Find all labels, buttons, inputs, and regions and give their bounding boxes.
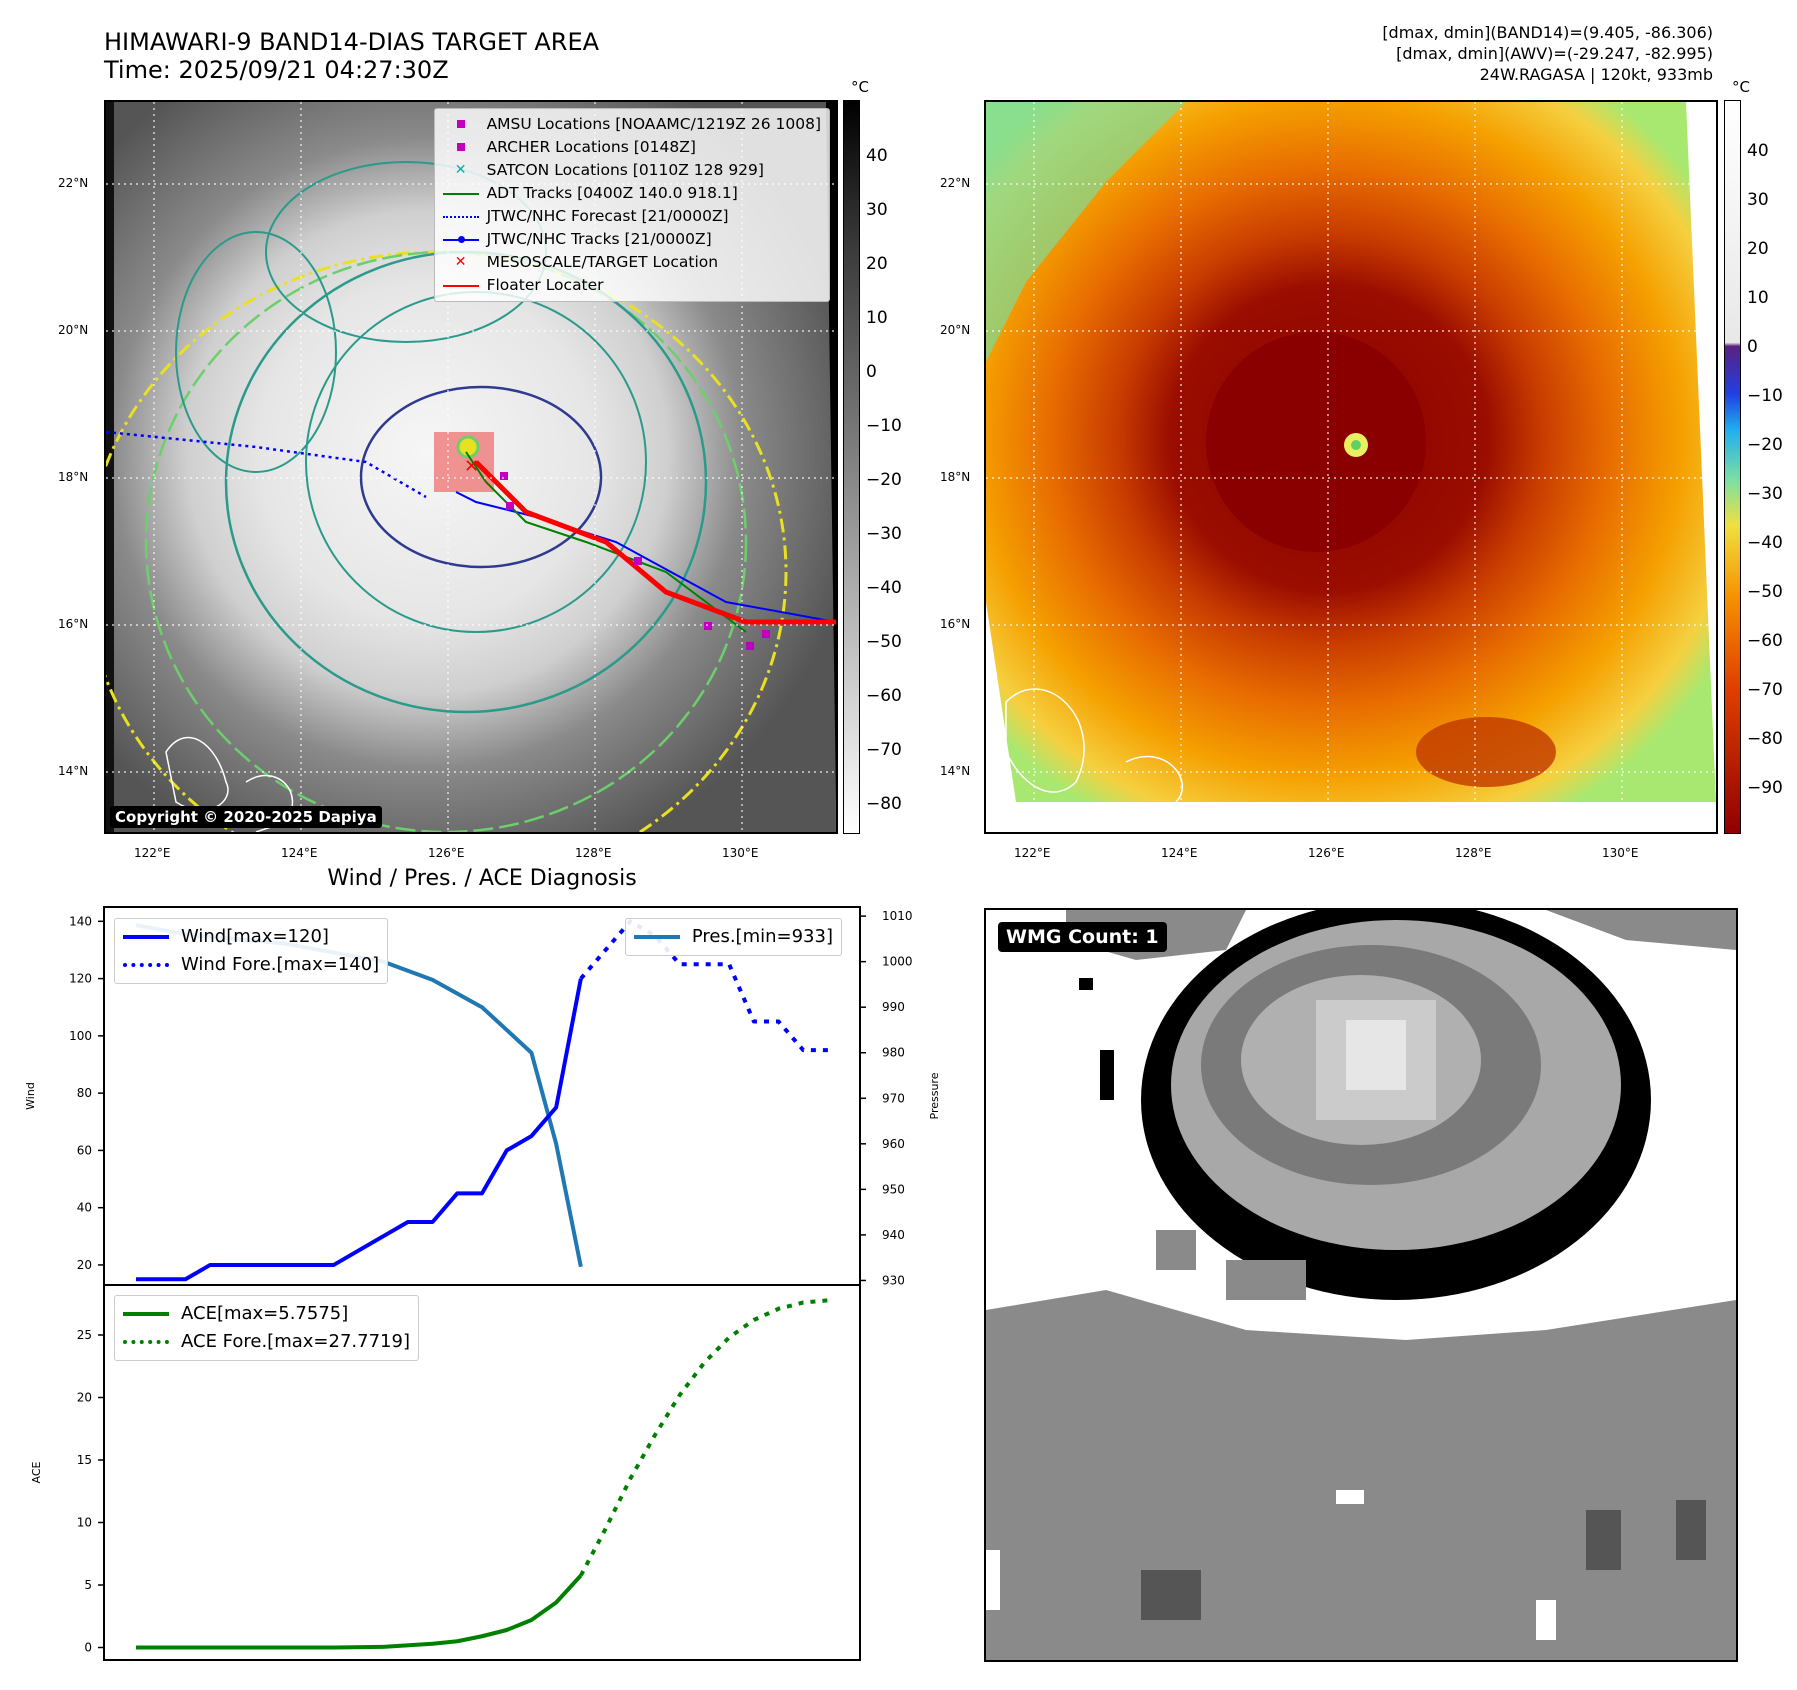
ace-ytick-label: 10 bbox=[77, 1516, 92, 1530]
wind-legend: Wind[max=120] Wind Fore.[max=140] bbox=[114, 918, 389, 984]
ace-axes-frame bbox=[103, 1284, 861, 1661]
lon-tick: 130°E bbox=[1602, 846, 1639, 860]
ace-ytick-label: 0 bbox=[84, 1641, 92, 1655]
pressure-ytick-label: 940 bbox=[882, 1228, 905, 1242]
svg-text:✕: ✕ bbox=[464, 456, 479, 477]
lat-tick: 16°N bbox=[58, 617, 89, 631]
ace-ytick-label: 20 bbox=[77, 1391, 92, 1405]
title-line-1: HIMAWARI-9 BAND14-DIAS TARGET AREA bbox=[104, 28, 600, 56]
map-legend: AMSU Locations [NOAAMC/1219Z 26 1008] AR… bbox=[433, 108, 830, 302]
pressure-ytick-label: 1010 bbox=[882, 909, 913, 923]
lon-tick: 126°E bbox=[428, 846, 465, 860]
ace-line bbox=[136, 1574, 583, 1650]
band14-range: [dmax, dmin](BAND14)=(9.405, -86.306) bbox=[1382, 23, 1713, 42]
pressure-ytick-label: 990 bbox=[882, 1000, 905, 1014]
lat-tick: 20°N bbox=[940, 323, 971, 337]
lon-tick: 128°E bbox=[1455, 846, 1492, 860]
awv-range: [dmax, dmin](AWV)=(-29.247, -82.995) bbox=[1396, 44, 1713, 63]
legend-adt: ADT Tracks [0400Z 140.0 918.1] bbox=[442, 182, 821, 205]
legend-pressure: Pres.[min=933] bbox=[633, 923, 833, 951]
ace-axis-label: ACE bbox=[30, 1461, 43, 1483]
lat-tick: 14°N bbox=[58, 764, 89, 778]
diagnosis-chart: 2040608010012014093094095096097098099010… bbox=[24, 906, 941, 1661]
legend-ace-forecast: ACE Fore.[max=27.7719] bbox=[123, 1328, 410, 1356]
lon-tick: 124°E bbox=[1161, 846, 1198, 860]
figure-right-info: [dmax, dmin](BAND14)=(9.405, -86.306) [d… bbox=[1382, 22, 1713, 85]
wmg-panel: WMG Count: 1 bbox=[984, 908, 1738, 1662]
ace-legend: ACE[max=5.7575] ACE Fore.[max=27.7719] bbox=[114, 1295, 419, 1361]
pressure-ytick-label: 980 bbox=[882, 1046, 905, 1060]
pressure-axis-label: Pressure bbox=[928, 1072, 941, 1119]
lon-tick: 124°E bbox=[281, 846, 318, 860]
legend-satcon: ✕ SATCON Locations [0110Z 128 929] bbox=[454, 161, 764, 179]
ace-forecast-line bbox=[579, 1298, 829, 1577]
wind-ytick-label: 80 bbox=[77, 1086, 92, 1100]
wind-line bbox=[136, 978, 583, 1282]
legend-tracks: JTWC/NHC Tracks [21/0000Z] bbox=[442, 228, 821, 251]
lon-tick: 130°E bbox=[722, 846, 759, 860]
title-line-2: Time: 2025/09/21 04:27:30Z bbox=[104, 56, 449, 84]
pressure-legend: Pres.[min=933] bbox=[624, 918, 842, 956]
diagnosis-title: Wind / Pres. / ACE Diagnosis bbox=[327, 866, 637, 891]
awv-map-image bbox=[986, 102, 1716, 832]
legend-wind: Wind[max=120] bbox=[123, 923, 379, 951]
wind-ytick-label: 40 bbox=[77, 1201, 92, 1215]
wmg-image bbox=[986, 910, 1736, 1660]
lat-tick: 18°N bbox=[940, 470, 971, 484]
legend-wind-forecast: Wind Fore.[max=140] bbox=[123, 951, 379, 979]
legend-floater: Floater Locater bbox=[442, 274, 821, 297]
storm-info: 24W.RAGASA | 120kt, 933mb bbox=[1479, 65, 1713, 84]
ace-ytick-label: 15 bbox=[77, 1453, 92, 1467]
pressure-ytick-label: 1000 bbox=[882, 955, 913, 969]
wmg-count-badge: WMG Count: 1 bbox=[998, 922, 1167, 952]
lat-tick: 20°N bbox=[58, 323, 89, 337]
pressure-ytick-label: 930 bbox=[882, 1273, 905, 1287]
pressure-ytick-label: 970 bbox=[882, 1091, 905, 1105]
wind-ytick-label: 100 bbox=[69, 1029, 92, 1043]
lat-tick: 22°N bbox=[940, 176, 971, 190]
lon-tick: 128°E bbox=[575, 846, 612, 860]
lon-tick: 122°E bbox=[1014, 846, 1051, 860]
ace-ytick-label: 25 bbox=[77, 1328, 92, 1342]
colorbar-unit: °C bbox=[1732, 78, 1750, 96]
lon-tick: 122°E bbox=[134, 846, 171, 860]
copyright-label: Copyright © 2020-2025 Dapiya bbox=[110, 806, 382, 828]
lon-tick: 126°E bbox=[1308, 846, 1345, 860]
pressure-ytick-label: 950 bbox=[882, 1182, 905, 1196]
wind-ytick-label: 60 bbox=[77, 1143, 92, 1157]
pressure-ytick-label: 960 bbox=[882, 1137, 905, 1151]
wind-ytick-label: 20 bbox=[77, 1258, 92, 1272]
lat-tick: 16°N bbox=[940, 617, 971, 631]
wind-ytick-label: 120 bbox=[69, 972, 92, 986]
legend-ace: ACE[max=5.7575] bbox=[123, 1300, 410, 1328]
band14-map-panel: ✕ AMSU Locations [NOAAMC/1219Z 26 1008] … bbox=[104, 100, 838, 834]
lat-tick: 18°N bbox=[58, 470, 89, 484]
legend-forecast: JTWC/NHC Forecast [21/0000Z] bbox=[442, 205, 821, 228]
wind-ytick-label: 140 bbox=[69, 914, 92, 928]
figure-title: HIMAWARI-9 BAND14-DIAS TARGET AREA Time:… bbox=[104, 28, 599, 84]
awv-colorbar bbox=[1724, 100, 1741, 834]
legend-target: ✕ MESOSCALE/TARGET Location bbox=[454, 253, 719, 271]
awv-map-panel bbox=[984, 100, 1718, 834]
band14-colorbar bbox=[843, 100, 860, 834]
colorbar-unit: °C bbox=[851, 78, 869, 96]
legend-archer: ARCHER Locations [0148Z] bbox=[443, 136, 821, 159]
lat-tick: 14°N bbox=[940, 764, 971, 778]
legend-amsu: AMSU Locations [NOAAMC/1219Z 26 1008] bbox=[443, 113, 821, 136]
ace-ytick-label: 5 bbox=[84, 1578, 92, 1592]
lat-tick: 22°N bbox=[58, 176, 89, 190]
wind-axis-label: Wind bbox=[24, 1082, 37, 1110]
